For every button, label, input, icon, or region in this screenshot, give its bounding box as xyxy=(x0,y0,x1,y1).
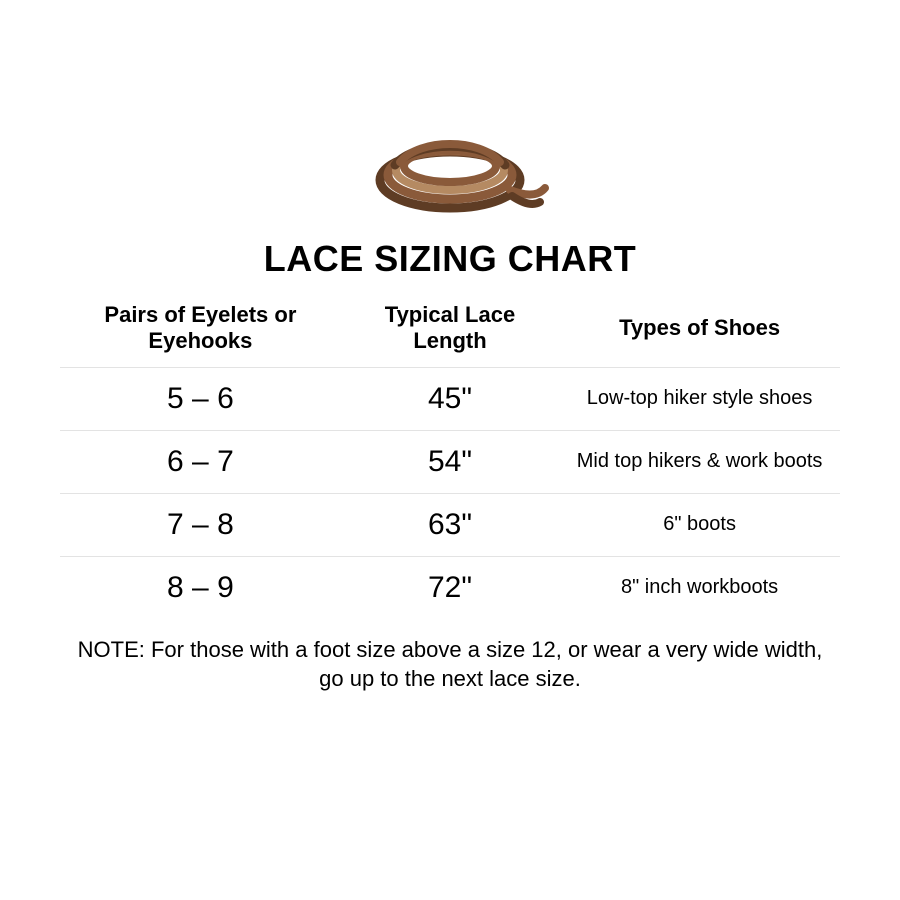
chart-title: LACE SIZING CHART xyxy=(264,238,637,280)
cell-eyelets: 7 – 8 xyxy=(60,493,341,556)
column-header-eyelets: Pairs of Eyelets or Eyehooks xyxy=(60,294,341,367)
cell-eyelets: 6 – 7 xyxy=(60,430,341,493)
cell-eyelets: 5 – 6 xyxy=(60,367,341,430)
cell-type: Mid top hikers & work boots xyxy=(559,430,840,493)
table-row: 7 – 8 63" 6" boots xyxy=(60,493,840,556)
table-row: 8 – 9 72" 8" inch workboots xyxy=(60,556,840,619)
cell-type: 8" inch workboots xyxy=(559,556,840,619)
cell-length: 45" xyxy=(341,367,559,430)
cell-length: 63" xyxy=(341,493,559,556)
lace-sizing-table: Pairs of Eyelets or Eyehooks Typical Lac… xyxy=(60,294,840,619)
column-header-type: Types of Shoes xyxy=(559,294,840,367)
cell-length: 72" xyxy=(341,556,559,619)
cell-eyelets: 8 – 9 xyxy=(60,556,341,619)
cell-length: 54" xyxy=(341,430,559,493)
table-row: 5 – 6 45" Low-top hiker style shoes xyxy=(60,367,840,430)
cell-type: 6" boots xyxy=(559,493,840,556)
table-row: 6 – 7 54" Mid top hikers & work boots xyxy=(60,430,840,493)
lace-image xyxy=(340,120,560,220)
column-header-length: Typical Lace Length xyxy=(341,294,559,367)
cell-type: Low-top hiker style shoes xyxy=(559,367,840,430)
sizing-note: NOTE: For those with a foot size above a… xyxy=(70,635,830,694)
